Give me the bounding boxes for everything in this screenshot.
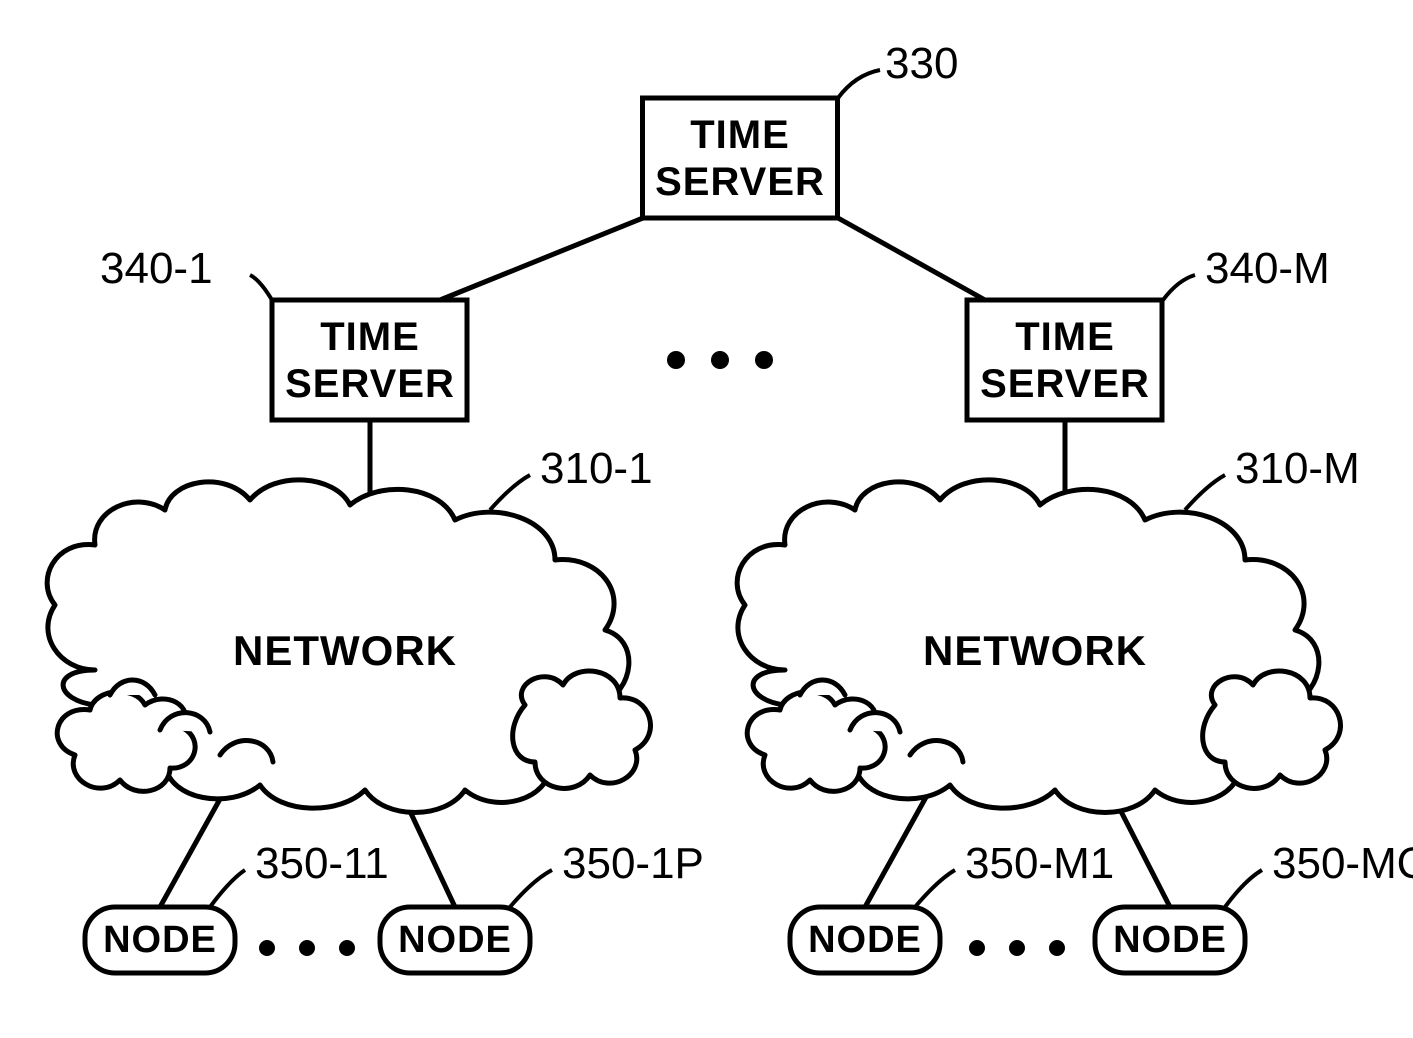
network-cloud-right: NETWORK <box>737 480 1340 813</box>
node-r1: NODE 350-M1 <box>790 839 1114 973</box>
ellipsis-servers <box>667 351 773 369</box>
time-server-right: TIME SERVER 340-M <box>967 244 1330 420</box>
ellipsis-nodes-left <box>259 940 355 956</box>
svg-text:TIME: TIME <box>1015 315 1115 359</box>
svg-text:SERVER: SERVER <box>655 160 825 204</box>
ref-label-310-1: 310-1 <box>540 444 653 493</box>
svg-text:SERVER: SERVER <box>980 362 1150 406</box>
svg-text:NODE: NODE <box>808 919 922 961</box>
svg-text:TIME: TIME <box>690 113 790 157</box>
ref-label-350-1P: 350-1P <box>562 839 704 888</box>
svg-text:SERVER: SERVER <box>285 362 455 406</box>
node-l2: NODE 350-1P <box>380 839 704 973</box>
svg-text:TIME: TIME <box>320 315 420 359</box>
svg-text:NETWORK: NETWORK <box>233 627 457 674</box>
ref-label-350-11: 350-11 <box>255 839 389 888</box>
svg-text:NODE: NODE <box>1113 919 1227 961</box>
ref-label-350-M1: 350-M1 <box>965 839 1114 888</box>
ref-label-340-1: 340-1 <box>100 244 213 293</box>
svg-text:NETWORK: NETWORK <box>923 627 1147 674</box>
svg-text:NODE: NODE <box>103 919 217 961</box>
ellipsis-nodes-right <box>969 940 1065 956</box>
time-server-root: TIME SERVER 330 <box>643 39 959 218</box>
ref-label-310-M: 310-M <box>1235 444 1360 493</box>
svg-text:NODE: NODE <box>398 919 512 961</box>
ref-label-350-MQ: 350-MQ <box>1272 839 1413 888</box>
time-server-left: TIME SERVER 340-1 <box>100 244 467 420</box>
ref-label-340-M: 340-M <box>1205 244 1330 293</box>
network-diagram: TIME SERVER 330 TIME SERVER 340-1 TIME S… <box>0 0 1413 1038</box>
ref-label-330: 330 <box>885 39 958 88</box>
network-cloud-left: NETWORK <box>47 480 650 813</box>
